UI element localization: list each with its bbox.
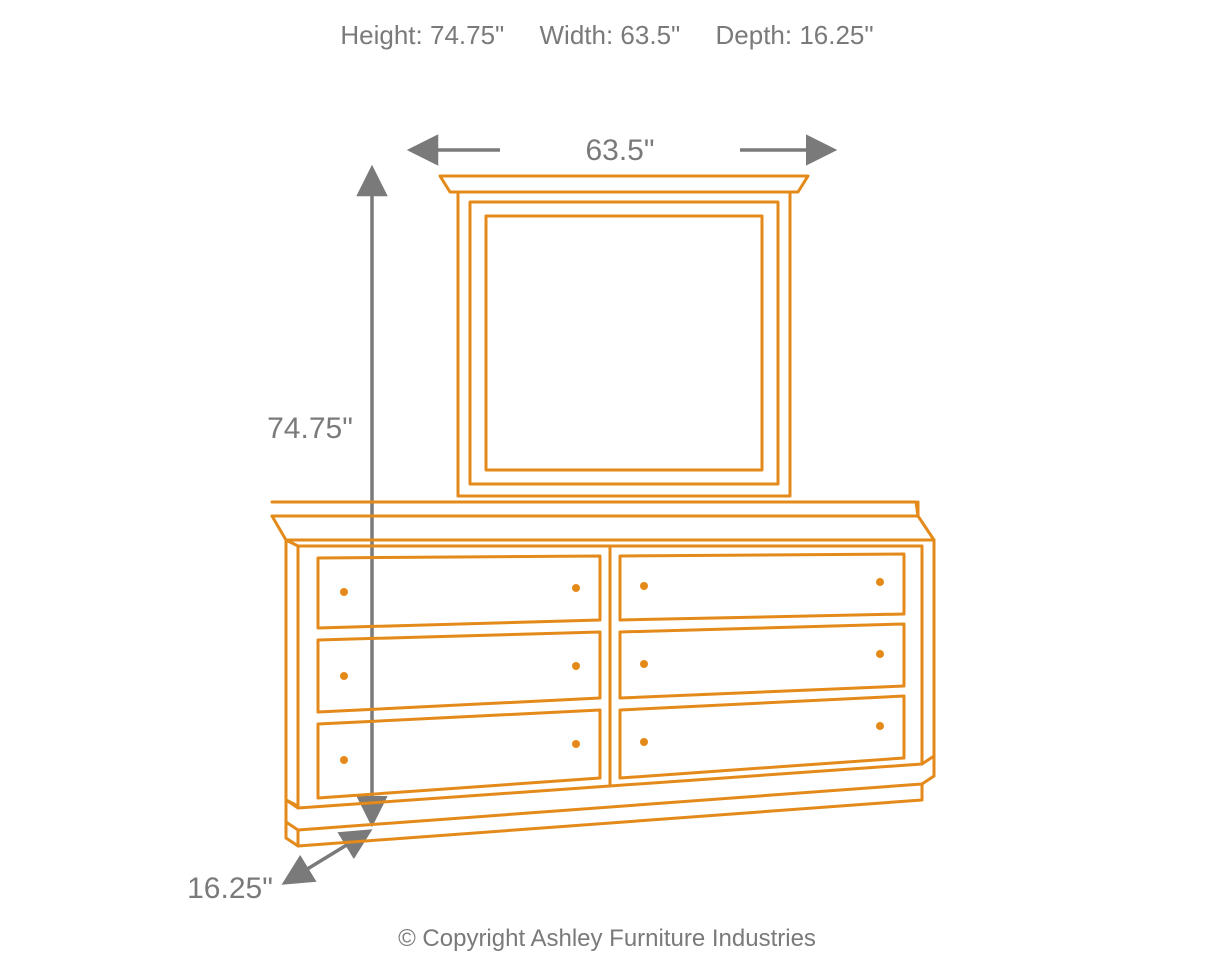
diagram-stage: 63.5" 74.75" 16.25" xyxy=(0,0,1214,971)
depth-label: 16.25" xyxy=(187,872,273,905)
height-label: 74.75" xyxy=(267,412,353,445)
drawer-L1 xyxy=(318,556,600,628)
width-dimension: 63.5" xyxy=(412,134,832,167)
drawer-R3 xyxy=(620,696,904,778)
drawer-knobs xyxy=(340,578,884,764)
drawer-R2 xyxy=(620,624,904,698)
copyright-text: © Copyright Ashley Furniture Industries xyxy=(0,925,1214,953)
drawer-L2 xyxy=(318,632,600,712)
width-label: 63.5" xyxy=(585,134,654,167)
mirror xyxy=(440,176,808,496)
drawer-R1 xyxy=(620,554,904,620)
drawer-L3 xyxy=(318,710,600,798)
